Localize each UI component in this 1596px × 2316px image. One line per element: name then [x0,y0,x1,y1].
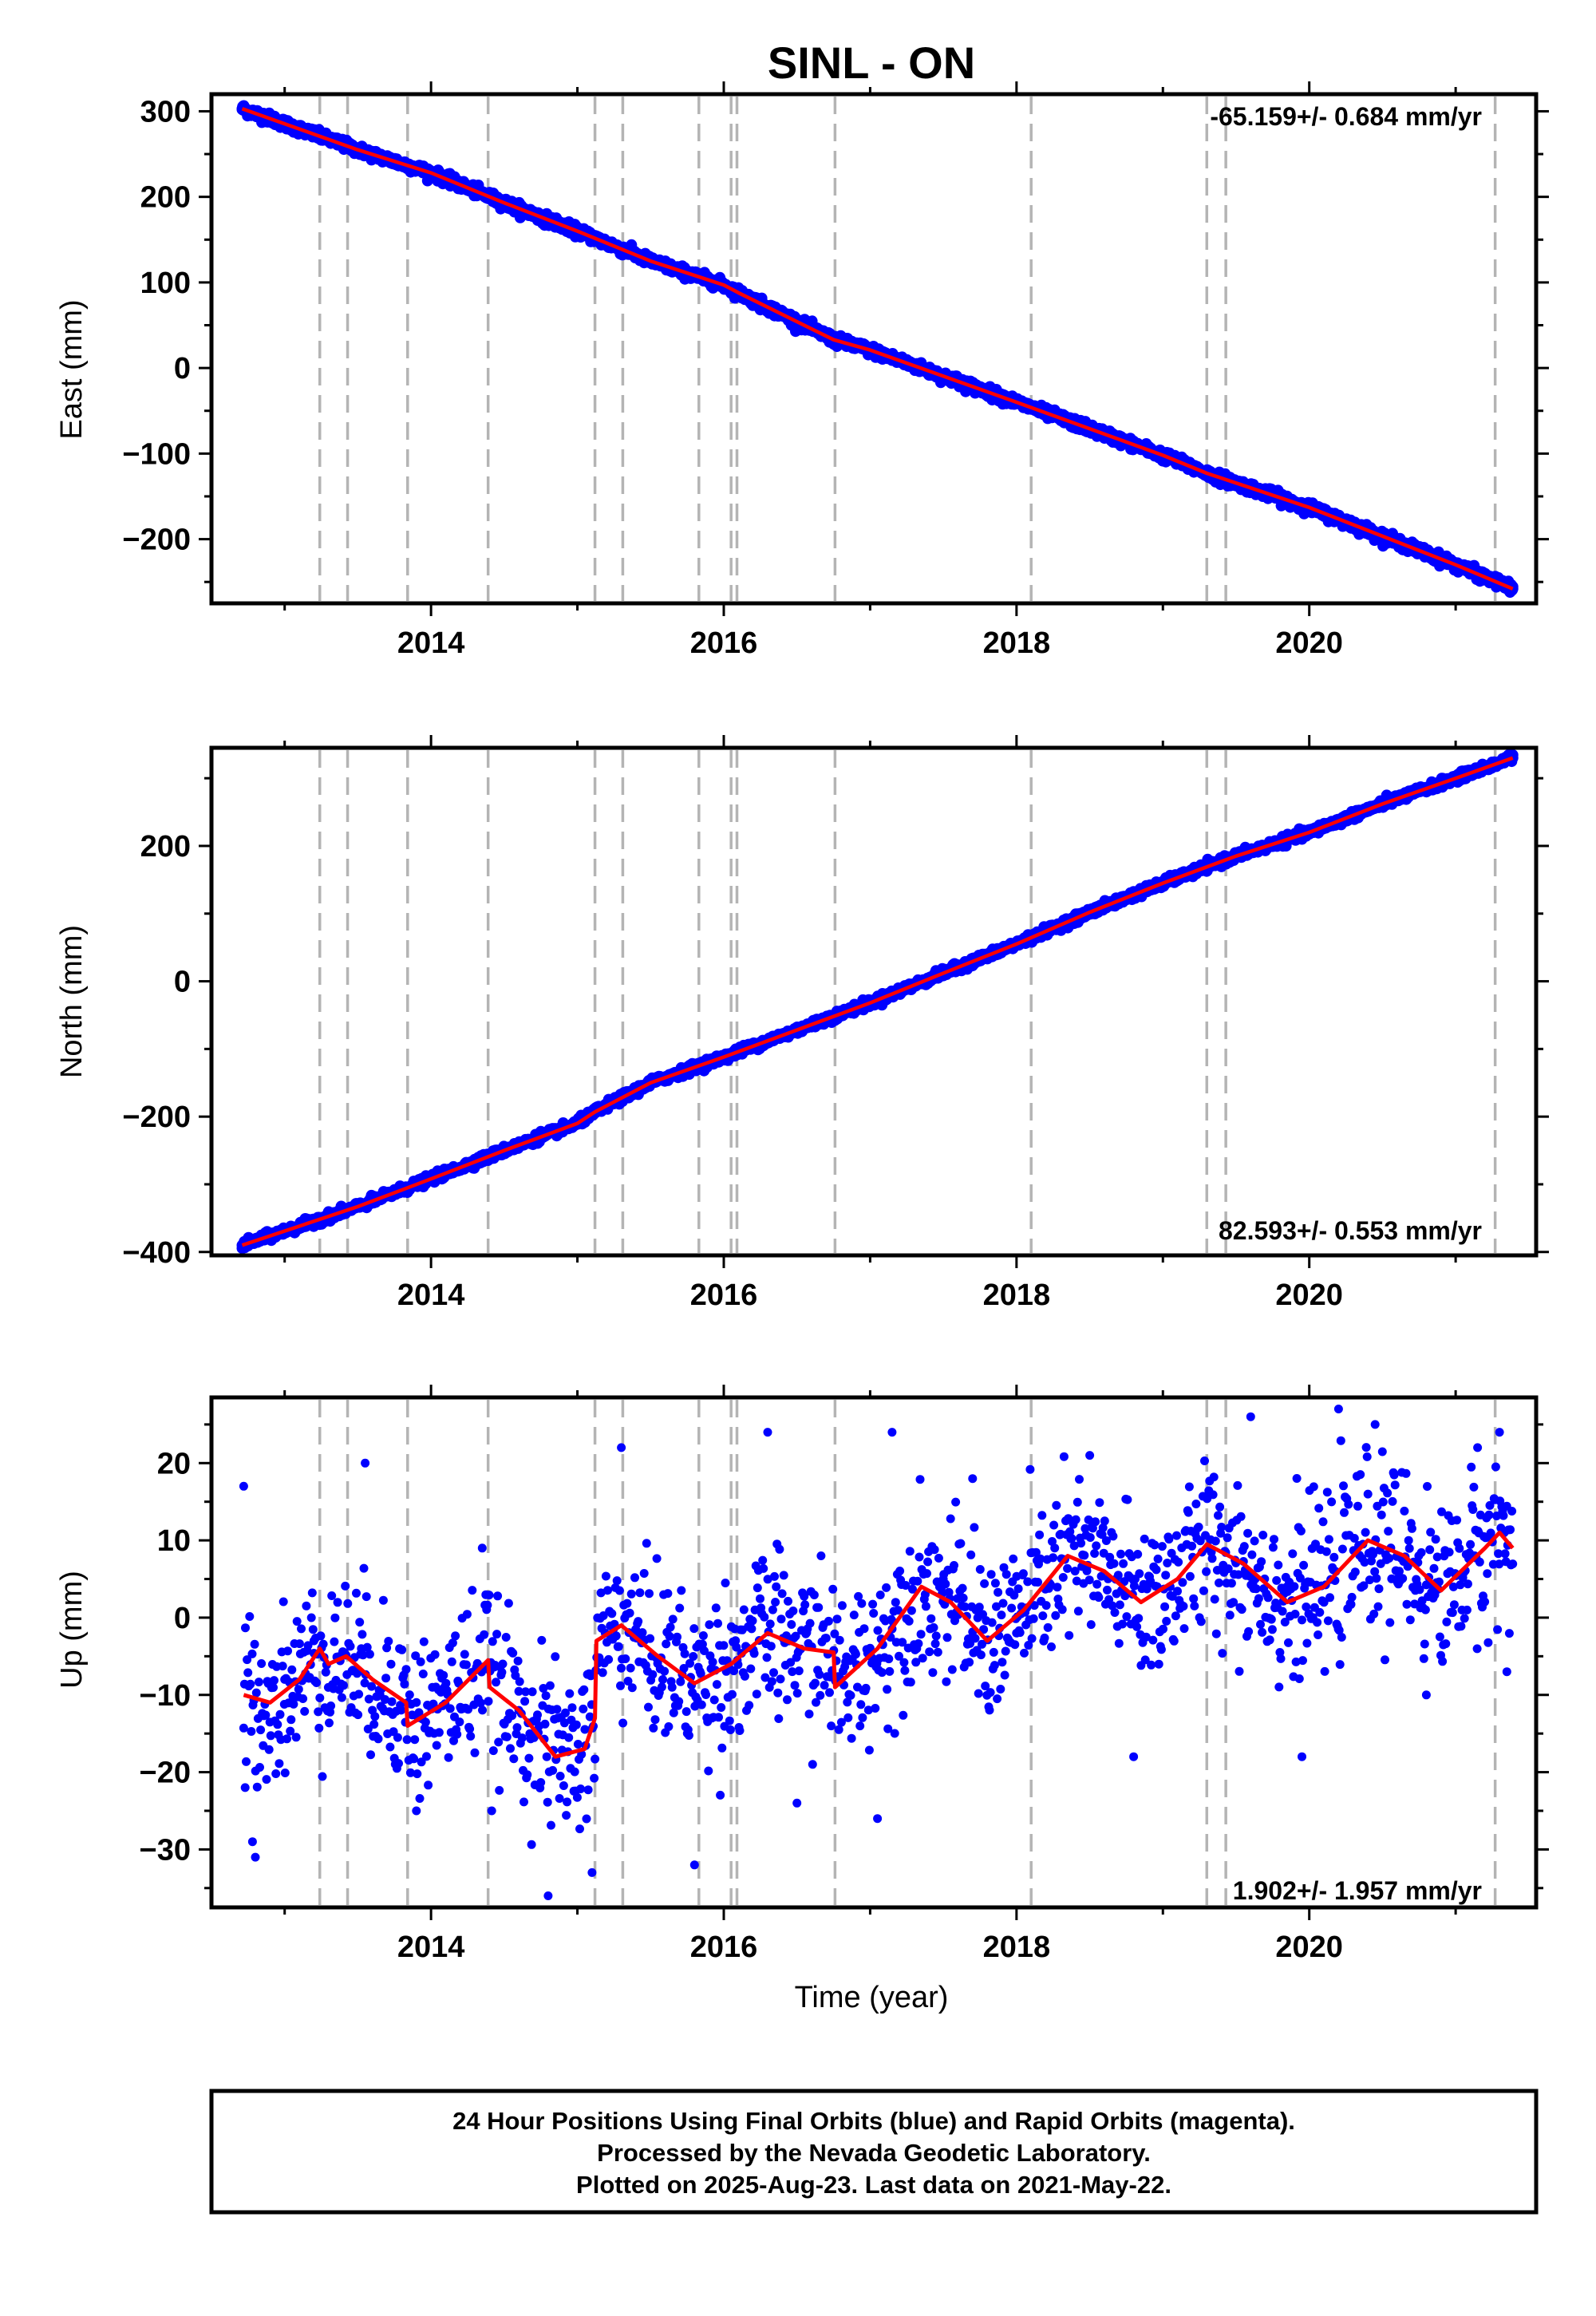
east-y-tick-label: −200 [122,524,191,557]
east-x-tick-label: 2020 [1275,626,1343,660]
east-points [236,100,1519,599]
east-y-tick-label: 200 [140,181,191,215]
east-x-tick-label: 2016 [690,626,758,660]
east-y-tick-label: −100 [122,437,191,471]
north-y-tick-label: 0 [174,966,191,999]
north-x-tick-label: 2016 [690,1279,758,1312]
chart-title: SINL - ON [768,38,975,88]
east-x-tick-label: 2018 [983,626,1051,660]
north-x-tick-label: 2014 [397,1279,465,1312]
north-x-tick-label: 2020 [1275,1279,1343,1312]
north-x-tick-label: 2018 [983,1279,1051,1312]
north-y-tick-label: 200 [140,830,191,864]
east-panel: 2014 2016 2018 2020 300 200 100 0 −100 −200 East (… [55,81,1549,660]
east-y-tick-label: 300 [140,95,191,128]
east-y-axis-label: East (mm) [55,299,89,439]
north-y-tick-label: −200 [122,1101,191,1134]
east-rate-label: -65.159+/- 0.684 mm/yr [1210,102,1482,131]
east-y-tick-label: 0 [174,352,191,385]
east-x-tick-label: 2014 [397,626,465,660]
east-y-tick-label: 100 [140,267,191,300]
